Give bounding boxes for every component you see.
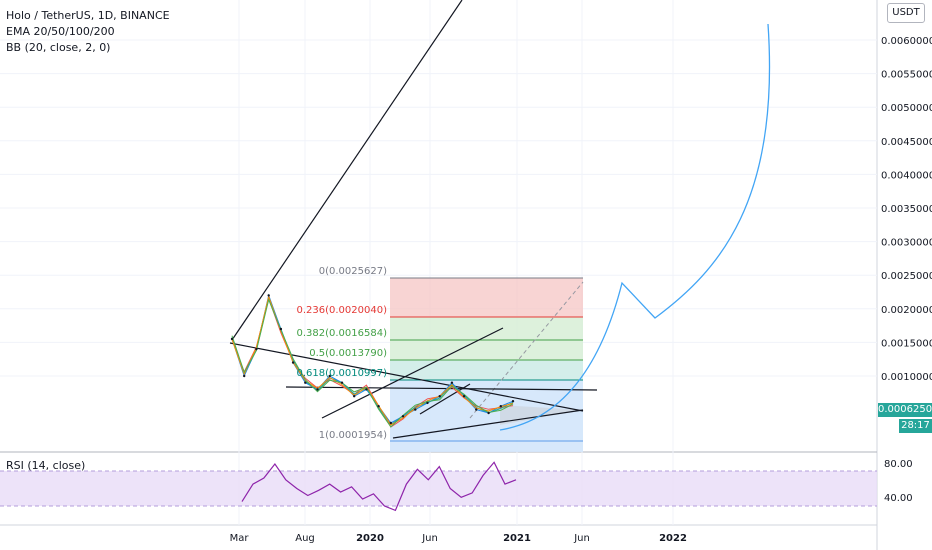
y-tick-label: 0.0020000 (881, 305, 932, 316)
rsi-axis-labels: 80.00 40.00 (884, 459, 913, 504)
price-point (499, 405, 502, 408)
last-price-tag: 0.0006250 (878, 403, 932, 417)
fib-labels: 0(0.0025627) 0.236(0.0020040) 0.382(0.0016… (296, 266, 387, 441)
symbol-title[interactable]: Holo / TetherUS, 1D, BINANCE (6, 9, 170, 22)
price-point (462, 395, 466, 398)
fib-zone-0.236-0.382 (390, 317, 583, 340)
price-point (450, 381, 454, 384)
price-point (414, 408, 417, 411)
trendline-support (392, 409, 584, 439)
ema-indicator-label[interactable]: EMA 20/50/100/200 (6, 25, 115, 38)
x-tick-label: Jun (421, 533, 438, 544)
bb-indicator-label[interactable]: BB (20, close, 2, 0) (6, 41, 111, 54)
price-point (340, 381, 344, 384)
fib-zone-extension (390, 444, 583, 452)
price-point (438, 395, 441, 398)
price-point (230, 337, 234, 341)
price-point (304, 381, 307, 384)
x-tick-label: 2020 (356, 533, 384, 544)
price-series-line (231, 298, 514, 428)
rsi-tick-label: 80.00 (884, 459, 913, 470)
price-point (267, 294, 270, 297)
x-tick-label: Jun (573, 533, 590, 544)
fib-level-label: 1(0.0001954) (319, 430, 387, 441)
fib-trend-dashed (469, 281, 584, 419)
trendline-horizontal (285, 386, 598, 391)
x-tick-label: 2021 (503, 533, 531, 544)
y-tick-label: 0.0035000 (881, 204, 932, 215)
trendline-channel-short (419, 383, 471, 415)
y-tick-label: 0.0025000 (881, 271, 932, 282)
fib-level-label: 0.382(0.0016584) (296, 328, 387, 339)
price-point (279, 327, 283, 331)
rsi-indicator-label[interactable]: RSI (14, close) (6, 459, 86, 472)
y-tick-label: 0.0050000 (881, 103, 932, 114)
x-tick-label: 2022 (659, 533, 687, 544)
y-tick-label: 0.0015000 (881, 338, 932, 349)
currency-button[interactable]: USDT (887, 3, 925, 23)
fib-retracement[interactable] (390, 277, 584, 452)
x-tick-label: Mar (230, 533, 250, 544)
rsi-series-line (241, 461, 517, 512)
fib-zone-0-0.236 (390, 278, 583, 317)
price-point (389, 421, 392, 425)
y-tick-label: 0.0010000 (881, 372, 932, 383)
price-point (316, 388, 319, 391)
price-point (353, 395, 356, 398)
y-tick-label: 0.0040000 (881, 170, 932, 181)
trendline-channel (321, 327, 504, 419)
x-tick-label: Aug (295, 533, 315, 544)
price-point (487, 411, 490, 415)
trend-lines[interactable] (229, 0, 598, 439)
price-lines (230, 293, 515, 428)
fib-level-label: 0.618(0.0010997) (296, 368, 387, 379)
bar-countdown: 28:17 (899, 419, 932, 433)
price-point (291, 361, 295, 364)
rsi-band (0, 471, 877, 506)
fib-zone-0.5-0.618 (390, 360, 583, 380)
rsi-line (241, 461, 517, 512)
fib-level-label: 0.5(0.0013790) (309, 348, 387, 359)
price-point (475, 408, 478, 411)
trendline-long (231, 0, 463, 341)
y-axis-labels: 0.0060000 0.0055000 0.0050000 0.0045000 0.00… (881, 36, 932, 383)
projection-curve[interactable] (499, 23, 771, 431)
x-axis-labels: Mar Aug 2020 Jun 2021 Jun 2022 (230, 533, 687, 544)
price-point (511, 400, 515, 403)
price-point (426, 401, 429, 405)
rsi-tick-label: 40.00 (884, 493, 913, 504)
price-point (243, 374, 246, 378)
y-tick-label: 0.0060000 (881, 36, 932, 47)
price-point (377, 405, 380, 408)
fib-level-label: 0.236(0.0020040) (296, 305, 387, 316)
trendline-resistance (229, 342, 584, 412)
y-tick-label: 0.0045000 (881, 137, 932, 148)
price-point (328, 374, 331, 378)
chart-legend: Holo / TetherUS, 1D, BINANCE EMA 20/50/1… (6, 8, 170, 56)
fib-zone-0.382-0.5 (390, 340, 583, 360)
price-point (401, 415, 405, 418)
price-point (365, 388, 368, 391)
y-tick-label: 0.0055000 (881, 70, 932, 81)
price-point (255, 347, 258, 351)
fib-level-label: 0(0.0025627) (319, 266, 387, 277)
y-tick-label: 0.0030000 (881, 238, 932, 249)
